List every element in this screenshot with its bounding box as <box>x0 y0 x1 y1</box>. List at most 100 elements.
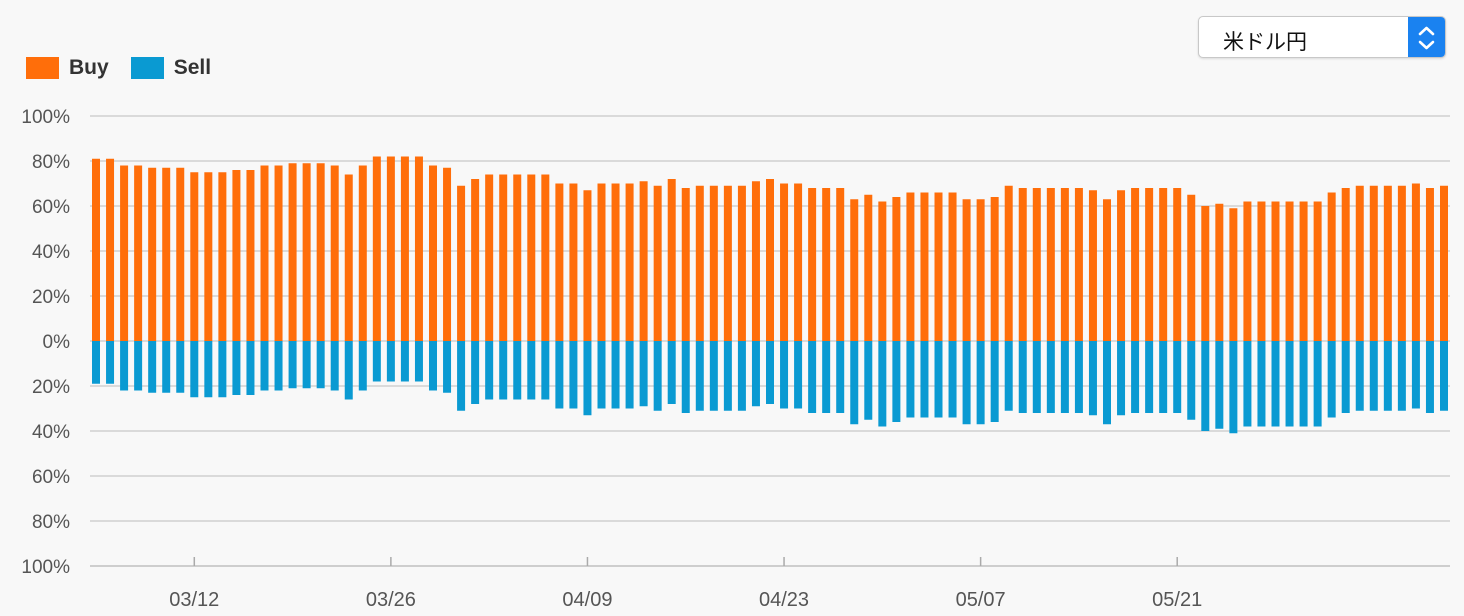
buy-bar[interactable] <box>1074 188 1083 341</box>
sell-bar[interactable] <box>176 341 185 393</box>
sell-bar[interactable] <box>148 341 157 393</box>
sell-bar[interactable] <box>1004 341 1013 411</box>
buy-bar[interactable] <box>1229 208 1238 341</box>
sell-bar[interactable] <box>1341 341 1350 413</box>
sell-bar[interactable] <box>1117 341 1126 416</box>
sell-bar[interactable] <box>1018 341 1027 413</box>
buy-bar[interactable] <box>316 163 325 341</box>
buy-bar[interactable] <box>976 199 985 341</box>
sell-bar[interactable] <box>274 341 283 391</box>
sell-bar[interactable] <box>513 341 522 400</box>
sell-bar[interactable] <box>990 341 999 422</box>
sell-bar[interactable] <box>457 341 466 411</box>
sell-bar[interactable] <box>414 341 423 382</box>
sell-bar[interactable] <box>555 341 564 409</box>
sell-bar[interactable] <box>625 341 634 409</box>
sell-bar[interactable] <box>1369 341 1378 411</box>
sell-bar[interactable] <box>443 341 452 393</box>
buy-bar[interactable] <box>414 156 423 342</box>
sell-bar[interactable] <box>344 341 353 400</box>
buy-bar[interactable] <box>260 165 269 342</box>
sell-bar[interactable] <box>1215 341 1224 429</box>
sell-bar[interactable] <box>204 341 213 398</box>
buy-bar[interactable] <box>92 158 100 341</box>
buy-bar[interactable] <box>1341 188 1350 341</box>
buy-bar[interactable] <box>723 185 732 341</box>
buy-bar[interactable] <box>1131 188 1140 341</box>
legend-item-buy[interactable]: Buy <box>26 56 109 80</box>
buy-bar[interactable] <box>499 174 508 342</box>
sell-bar[interactable] <box>400 341 409 382</box>
sell-bar[interactable] <box>330 341 339 391</box>
buy-bar[interactable] <box>274 165 283 342</box>
buy-bar[interactable] <box>611 183 620 342</box>
sell-bar[interactable] <box>583 341 592 416</box>
sell-bar[interactable] <box>920 341 929 418</box>
sell-bar[interactable] <box>681 341 690 413</box>
buy-bar[interactable] <box>1201 206 1210 341</box>
buy-bar[interactable] <box>808 188 817 341</box>
buy-bar[interactable] <box>822 188 831 341</box>
buy-bar[interactable] <box>906 192 915 342</box>
buy-bar[interactable] <box>667 179 676 341</box>
sell-bar[interactable] <box>162 341 171 393</box>
buy-bar[interactable] <box>836 188 845 341</box>
sell-bar[interactable] <box>850 341 859 425</box>
sell-bar[interactable] <box>639 341 648 407</box>
sell-bar[interactable] <box>1187 341 1196 420</box>
sell-bar[interactable] <box>822 341 831 413</box>
buy-bar[interactable] <box>1369 185 1378 341</box>
buy-bar[interactable] <box>176 167 185 341</box>
sell-bar[interactable] <box>653 341 662 411</box>
sell-bar[interactable] <box>597 341 606 409</box>
buy-bar[interactable] <box>106 158 115 341</box>
sell-bar[interactable] <box>906 341 915 418</box>
buy-bar[interactable] <box>1117 190 1126 341</box>
buy-bar[interactable] <box>1327 192 1336 342</box>
sell-bar[interactable] <box>485 341 494 400</box>
buy-bar[interactable] <box>457 185 466 341</box>
sell-bar[interactable] <box>1074 341 1083 413</box>
select-arrows-button[interactable] <box>1408 17 1445 57</box>
buy-bar[interactable] <box>1313 201 1322 342</box>
sell-bar[interactable] <box>1173 341 1182 413</box>
buy-bar[interactable] <box>386 156 395 342</box>
buy-bar[interactable] <box>1032 188 1041 341</box>
buy-bar[interactable] <box>934 192 943 342</box>
sell-bar[interactable] <box>1285 341 1294 427</box>
buy-bar[interactable] <box>358 165 367 342</box>
sell-bar[interactable] <box>499 341 508 400</box>
buy-bar[interactable] <box>541 174 550 342</box>
sell-bar[interactable] <box>232 341 241 395</box>
buy-bar[interactable] <box>751 181 760 341</box>
buy-bar[interactable] <box>1383 185 1392 341</box>
buy-bar[interactable] <box>1425 188 1434 341</box>
sell-bar[interactable] <box>1103 341 1111 425</box>
buy-bar[interactable] <box>990 197 999 341</box>
buy-bar[interactable] <box>555 183 564 342</box>
sell-bar[interactable] <box>878 341 887 427</box>
sell-bar[interactable] <box>836 341 845 413</box>
buy-bar[interactable] <box>1046 188 1055 341</box>
sell-bar[interactable] <box>386 341 395 382</box>
buy-bar[interactable] <box>850 199 859 341</box>
buy-bar[interactable] <box>709 185 718 341</box>
sell-bar[interactable] <box>1159 341 1168 413</box>
buy-bar[interactable] <box>1145 188 1154 341</box>
buy-bar[interactable] <box>190 172 199 341</box>
sell-bar[interactable] <box>934 341 943 418</box>
buy-bar[interactable] <box>1187 194 1196 341</box>
buy-bar[interactable] <box>134 165 143 342</box>
sell-bar[interactable] <box>1201 341 1210 431</box>
buy-bar[interactable] <box>1299 201 1308 342</box>
sell-bar[interactable] <box>1425 341 1434 413</box>
buy-bar[interactable] <box>218 172 227 341</box>
buy-bar[interactable] <box>1243 201 1252 342</box>
buy-bar[interactable] <box>471 179 480 341</box>
buy-bar[interactable] <box>569 183 578 342</box>
buy-bar[interactable] <box>1440 185 1448 341</box>
buy-bar[interactable] <box>1060 188 1069 341</box>
sell-bar[interactable] <box>358 341 367 391</box>
sell-bar[interactable] <box>246 341 255 395</box>
sell-bar[interactable] <box>134 341 143 391</box>
